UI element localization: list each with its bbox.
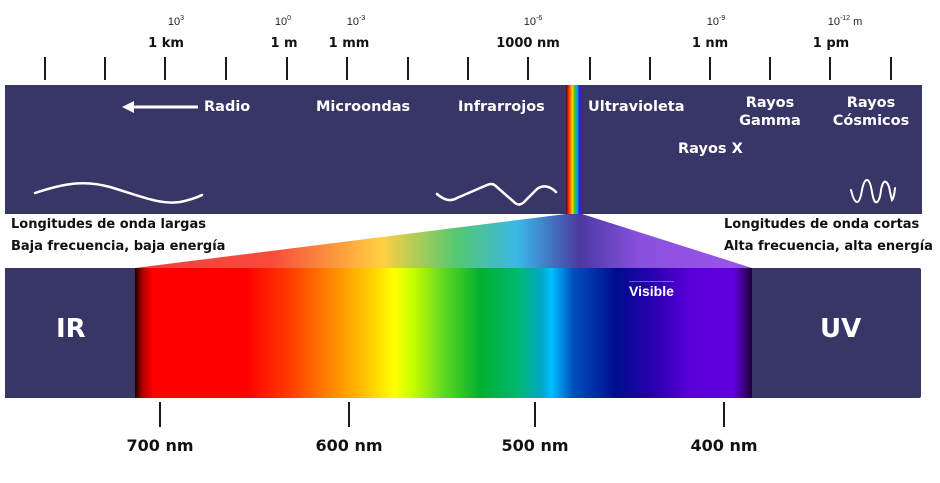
scale-tick xyxy=(104,57,106,80)
exponent-base: 10 xyxy=(827,16,840,28)
scale-exponent: 10-9 xyxy=(707,15,725,28)
scale-tick xyxy=(769,57,771,80)
nm-tick xyxy=(534,402,536,427)
scale-tick xyxy=(649,57,651,80)
scale-tick xyxy=(225,57,227,80)
scale-tick xyxy=(164,57,166,80)
arrow-left-icon xyxy=(122,101,198,113)
caption-short-line2: Alta frecuencia, alta energía xyxy=(724,239,933,254)
scale-tick xyxy=(709,57,711,80)
exponent-base: 10 xyxy=(346,16,360,28)
label-cosmic-line1: Rayos xyxy=(846,95,896,111)
exponent-suffix: m xyxy=(850,16,863,28)
label-gamma-line2: Gamma xyxy=(739,113,801,129)
scale-unit-label: 1 m xyxy=(270,36,298,51)
scale-unit-label: 1 mm xyxy=(328,36,370,51)
label-radio: Radio xyxy=(204,99,251,115)
label-cosmic-line2: Cósmicos xyxy=(832,113,910,129)
label-cosmic: Rayos Cósmicos xyxy=(828,94,914,130)
medium-wave-icon xyxy=(435,182,558,206)
scale-unit-label: 1 nm xyxy=(691,36,729,51)
visible-strip xyxy=(566,85,582,214)
nm-tick xyxy=(159,402,161,427)
long-wave-icon xyxy=(33,181,204,204)
label-gamma-line1: Rayos xyxy=(745,95,795,111)
label-uv: UV xyxy=(820,314,862,344)
exponent-power: 3 xyxy=(180,15,185,22)
label-ir: IR xyxy=(56,314,86,344)
exponent-power: 0 xyxy=(287,15,292,22)
ir-region xyxy=(5,268,137,398)
exponent-base: 10 xyxy=(274,16,288,28)
label-ultraviolet: Ultravioleta xyxy=(588,99,685,115)
exponent-power: -6 xyxy=(536,15,543,22)
label-visible: Visible xyxy=(629,281,674,299)
scale-tick xyxy=(467,57,469,80)
nm-tick xyxy=(723,402,725,427)
label-infrared: Infrarrojos xyxy=(458,99,545,115)
scale-tick xyxy=(589,57,591,80)
scale-unit-label: 1000 nm xyxy=(496,36,560,51)
scale-unit-label: 1 pm xyxy=(812,36,850,51)
caption-short-wavelengths: Longitudes de onda cortas Alta frecuenci… xyxy=(724,214,933,258)
label-gamma: Rayos Gamma xyxy=(736,94,804,130)
exponent-base: 10 xyxy=(523,16,537,28)
exponent-power: -9 xyxy=(719,15,726,22)
scale-tick xyxy=(527,57,529,80)
scale-tick xyxy=(44,57,46,80)
visible-spectrum xyxy=(135,268,752,398)
nm-label: 400 nm xyxy=(690,436,758,455)
scale-exponent: 103 xyxy=(168,15,184,28)
scale-exponent: 100 xyxy=(275,15,291,28)
uv-region xyxy=(750,268,921,398)
scale-tick xyxy=(890,57,892,80)
caption-long-line1: Longitudes de onda largas xyxy=(11,217,206,232)
scale-exponent: 10-12 m xyxy=(828,15,863,28)
caption-short-line1: Longitudes de onda cortas xyxy=(724,217,920,232)
scale-tick xyxy=(346,57,348,80)
exponent-power: -12 xyxy=(839,15,851,22)
exponent-base: 10 xyxy=(706,16,720,28)
caption-long-wavelengths: Longitudes de onda largas Baja frecuenci… xyxy=(11,214,225,258)
scale-exponent: 10-6 xyxy=(524,15,542,28)
label-xray: Rayos X xyxy=(678,141,743,157)
nm-label: 500 nm xyxy=(501,436,569,455)
scale-exponent: 10-3 xyxy=(347,15,365,28)
dispersion-fan xyxy=(135,214,752,268)
nm-label: 600 nm xyxy=(315,436,383,455)
scale-tick xyxy=(829,57,831,80)
short-wave-icon xyxy=(850,178,896,204)
exponent-base: 10 xyxy=(167,16,181,28)
scale-tick xyxy=(407,57,409,80)
caption-long-line2: Baja frecuencia, baja energía xyxy=(11,239,226,254)
label-microwave: Microondas xyxy=(316,99,411,115)
exponent-power: -3 xyxy=(359,15,366,22)
scale-tick xyxy=(286,57,288,80)
nm-tick xyxy=(348,402,350,427)
nm-label: 700 nm xyxy=(126,436,194,455)
scale-unit-label: 1 km xyxy=(148,36,184,51)
